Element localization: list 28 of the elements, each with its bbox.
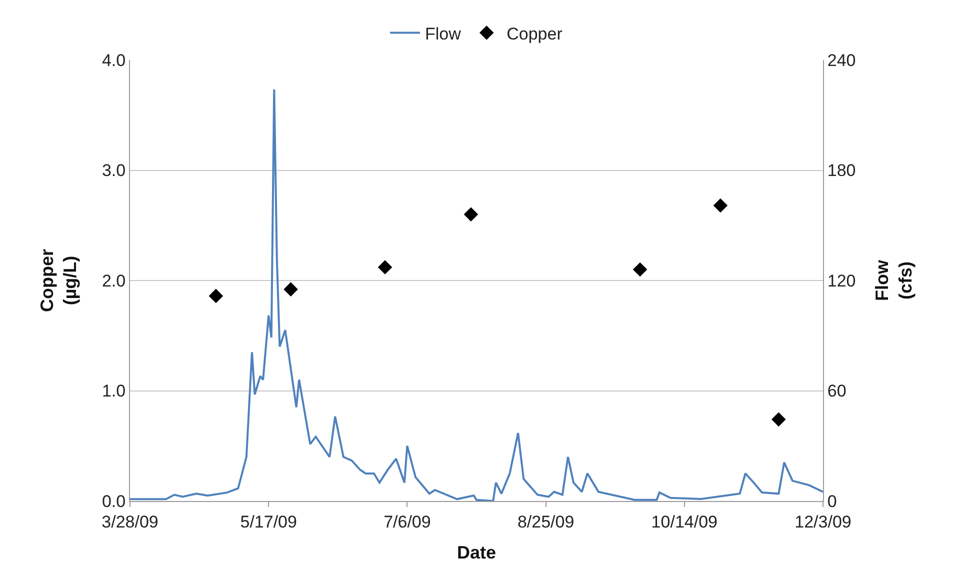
x-tick-label: 3/28/09 (102, 512, 158, 532)
point (772, 412, 786, 427)
y2-tick-label: 180 (827, 161, 856, 180)
y-tick-label: 3.0 (102, 161, 126, 180)
x-axis-title: Date (456, 542, 496, 562)
point (464, 207, 478, 222)
y2-axis-title: Flow (cfs) (872, 259, 916, 301)
y-tick-label: 2.0 (102, 271, 126, 290)
point (284, 282, 298, 296)
legend-label: Flow (425, 24, 462, 44)
x-tick-label: 7/6/09 (384, 512, 431, 532)
y-axis-title: Copper (µg/L) (36, 249, 80, 312)
legend-label: Copper (506, 24, 563, 44)
x-tick-label: 8/25/09 (517, 512, 574, 532)
x-tick-label: 12/3/09 (794, 512, 852, 532)
y2-tick-label: 60 (827, 382, 846, 401)
point (378, 260, 392, 274)
y-tick-label: 4.0 (102, 50, 126, 70)
y-tick-label: 1.0 (102, 382, 126, 401)
point (632, 262, 648, 277)
y2-tick-label: 120 (827, 271, 856, 290)
y-tick-label: 0.0 (102, 492, 126, 511)
x-tick-label: 10/14/09 (651, 512, 718, 532)
x-tick-label: 5/17/09 (240, 512, 297, 532)
point (713, 198, 728, 213)
point (208, 288, 224, 304)
y2-tick-label: 0 (827, 492, 837, 511)
y2-tick-label: 240 (827, 50, 856, 70)
